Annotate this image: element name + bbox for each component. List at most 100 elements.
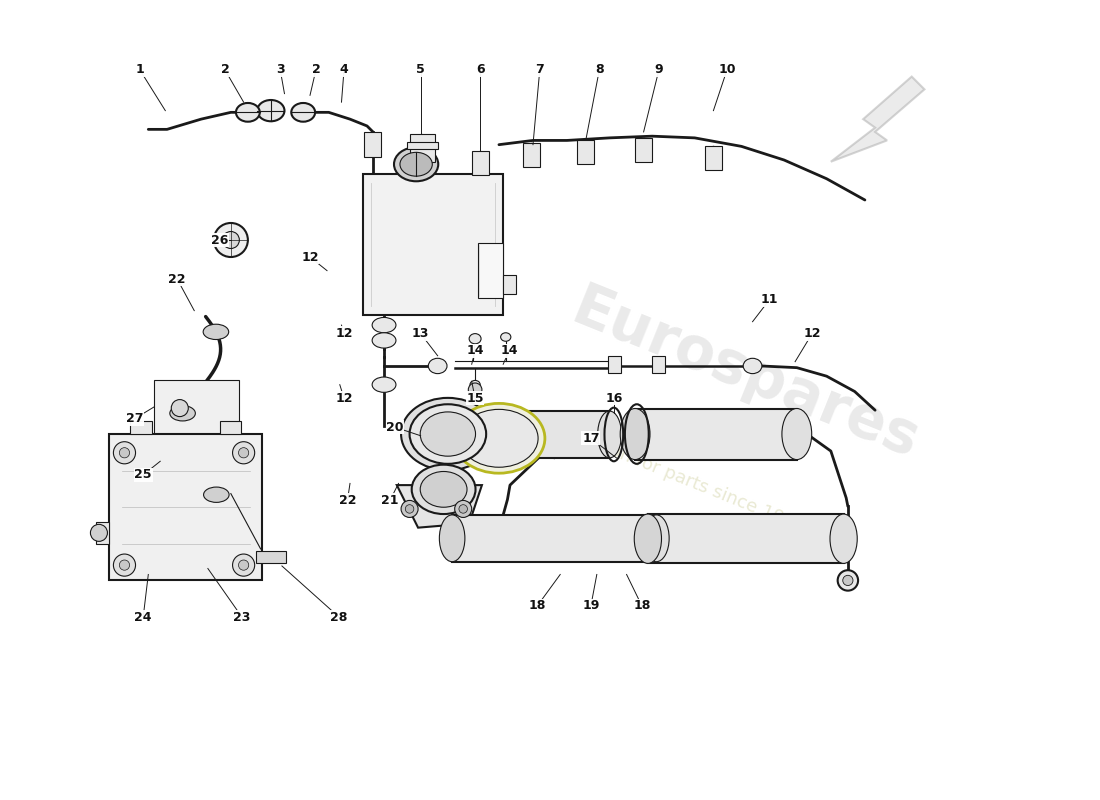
- Text: 27: 27: [125, 412, 143, 426]
- Ellipse shape: [744, 358, 762, 374]
- Text: 26: 26: [211, 234, 229, 246]
- Circle shape: [239, 448, 249, 458]
- Circle shape: [232, 554, 255, 576]
- Ellipse shape: [169, 406, 196, 421]
- Text: 2: 2: [220, 63, 229, 76]
- Text: 14: 14: [500, 344, 518, 357]
- Ellipse shape: [428, 358, 447, 374]
- Ellipse shape: [204, 324, 229, 339]
- Ellipse shape: [420, 412, 475, 456]
- Bar: [477, 242, 503, 298]
- Bar: [472, 151, 488, 175]
- Text: 2: 2: [311, 63, 320, 76]
- Bar: [635, 409, 796, 459]
- Bar: [648, 514, 844, 563]
- Polygon shape: [397, 485, 482, 528]
- Text: 28: 28: [330, 610, 348, 623]
- Text: 1: 1: [135, 63, 144, 76]
- Ellipse shape: [402, 398, 495, 470]
- Text: 10: 10: [718, 63, 736, 76]
- Circle shape: [222, 231, 240, 249]
- Text: 5: 5: [416, 63, 425, 76]
- Polygon shape: [154, 381, 240, 436]
- Text: 18: 18: [528, 599, 546, 613]
- Bar: [109, 434, 262, 581]
- Circle shape: [454, 501, 472, 518]
- Polygon shape: [97, 522, 109, 544]
- Ellipse shape: [470, 381, 481, 389]
- Circle shape: [113, 442, 135, 464]
- Ellipse shape: [204, 487, 229, 502]
- Text: 23: 23: [233, 610, 251, 623]
- Text: 17: 17: [582, 432, 600, 445]
- Text: Eurospares: Eurospares: [564, 279, 927, 470]
- Text: 11: 11: [761, 293, 779, 306]
- Text: 6: 6: [476, 63, 484, 76]
- Bar: [503, 275, 516, 294]
- Circle shape: [239, 560, 249, 570]
- Bar: [363, 174, 503, 315]
- Ellipse shape: [292, 103, 315, 122]
- Text: 8: 8: [595, 63, 604, 76]
- Ellipse shape: [372, 333, 396, 348]
- Ellipse shape: [620, 409, 650, 459]
- Circle shape: [838, 570, 858, 590]
- Ellipse shape: [411, 465, 475, 514]
- Text: 20: 20: [386, 421, 404, 434]
- Ellipse shape: [635, 514, 661, 563]
- Ellipse shape: [469, 334, 481, 344]
- Bar: [652, 356, 664, 373]
- Text: 21: 21: [382, 494, 398, 507]
- Text: 7: 7: [536, 63, 544, 76]
- Ellipse shape: [500, 333, 510, 342]
- Circle shape: [120, 448, 130, 458]
- Bar: [522, 143, 540, 167]
- Bar: [256, 550, 286, 563]
- Text: 22: 22: [339, 494, 356, 507]
- Text: 19: 19: [582, 599, 600, 613]
- Bar: [131, 422, 152, 434]
- Text: 12: 12: [336, 327, 353, 340]
- Circle shape: [843, 575, 852, 586]
- Ellipse shape: [460, 410, 538, 467]
- Ellipse shape: [487, 411, 510, 458]
- Ellipse shape: [439, 515, 465, 562]
- Bar: [364, 132, 382, 158]
- Circle shape: [459, 505, 468, 513]
- Text: 24: 24: [134, 610, 152, 623]
- Ellipse shape: [453, 403, 544, 473]
- Text: 16: 16: [605, 392, 623, 405]
- Ellipse shape: [597, 411, 622, 458]
- Text: 4: 4: [340, 63, 349, 76]
- Circle shape: [402, 501, 418, 518]
- Circle shape: [232, 442, 255, 464]
- Ellipse shape: [782, 409, 812, 459]
- Text: 12: 12: [803, 327, 821, 340]
- Bar: [635, 138, 652, 162]
- Text: 12: 12: [336, 392, 353, 405]
- Text: 9: 9: [654, 63, 663, 76]
- Text: 15: 15: [466, 392, 484, 405]
- Circle shape: [172, 399, 188, 417]
- Bar: [608, 356, 620, 373]
- Ellipse shape: [372, 377, 396, 392]
- Text: 18: 18: [634, 599, 650, 613]
- Polygon shape: [830, 77, 924, 162]
- Text: 13: 13: [412, 327, 429, 340]
- Text: a passion for parts since 1985: a passion for parts since 1985: [548, 417, 807, 536]
- Bar: [409, 134, 436, 162]
- Circle shape: [120, 560, 130, 570]
- Ellipse shape: [830, 514, 857, 563]
- Ellipse shape: [644, 515, 669, 562]
- Text: 22: 22: [168, 273, 186, 286]
- Bar: [578, 141, 594, 164]
- Ellipse shape: [372, 318, 396, 333]
- Bar: [407, 142, 438, 149]
- Circle shape: [113, 554, 135, 576]
- Ellipse shape: [236, 103, 260, 122]
- Bar: [452, 515, 657, 562]
- Ellipse shape: [394, 147, 438, 182]
- Bar: [220, 422, 241, 434]
- Circle shape: [90, 524, 108, 542]
- Ellipse shape: [420, 471, 468, 507]
